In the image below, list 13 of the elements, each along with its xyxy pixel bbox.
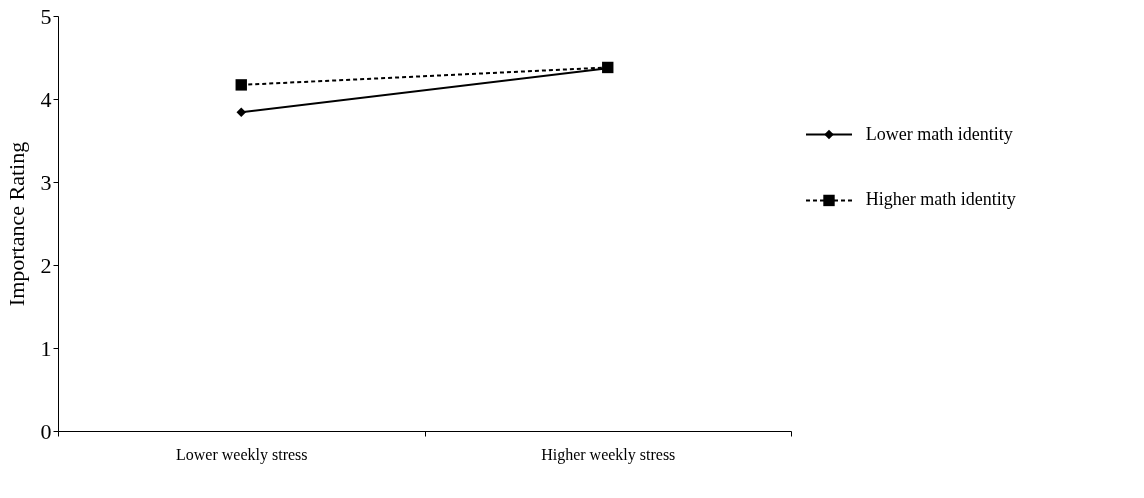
- y-tick-label: 5: [40, 3, 52, 29]
- y-axis-title: Importance Rating: [3, 141, 29, 307]
- legend-label: Higher math identity: [865, 189, 1016, 210]
- point: [236, 107, 246, 118]
- x-tick-label: Higher weekly stress: [541, 445, 676, 464]
- y-tick-label: 3: [40, 169, 52, 195]
- legend-label: Lower math identity: [865, 123, 1013, 144]
- x-tick-label: Lower weekly stress: [175, 445, 308, 464]
- y-tick-label: 4: [40, 86, 52, 112]
- y-tick-label: 0: [40, 418, 52, 444]
- y-tick-label: 1: [40, 335, 52, 361]
- point: [235, 79, 247, 91]
- y-tick-label: 2: [40, 252, 52, 278]
